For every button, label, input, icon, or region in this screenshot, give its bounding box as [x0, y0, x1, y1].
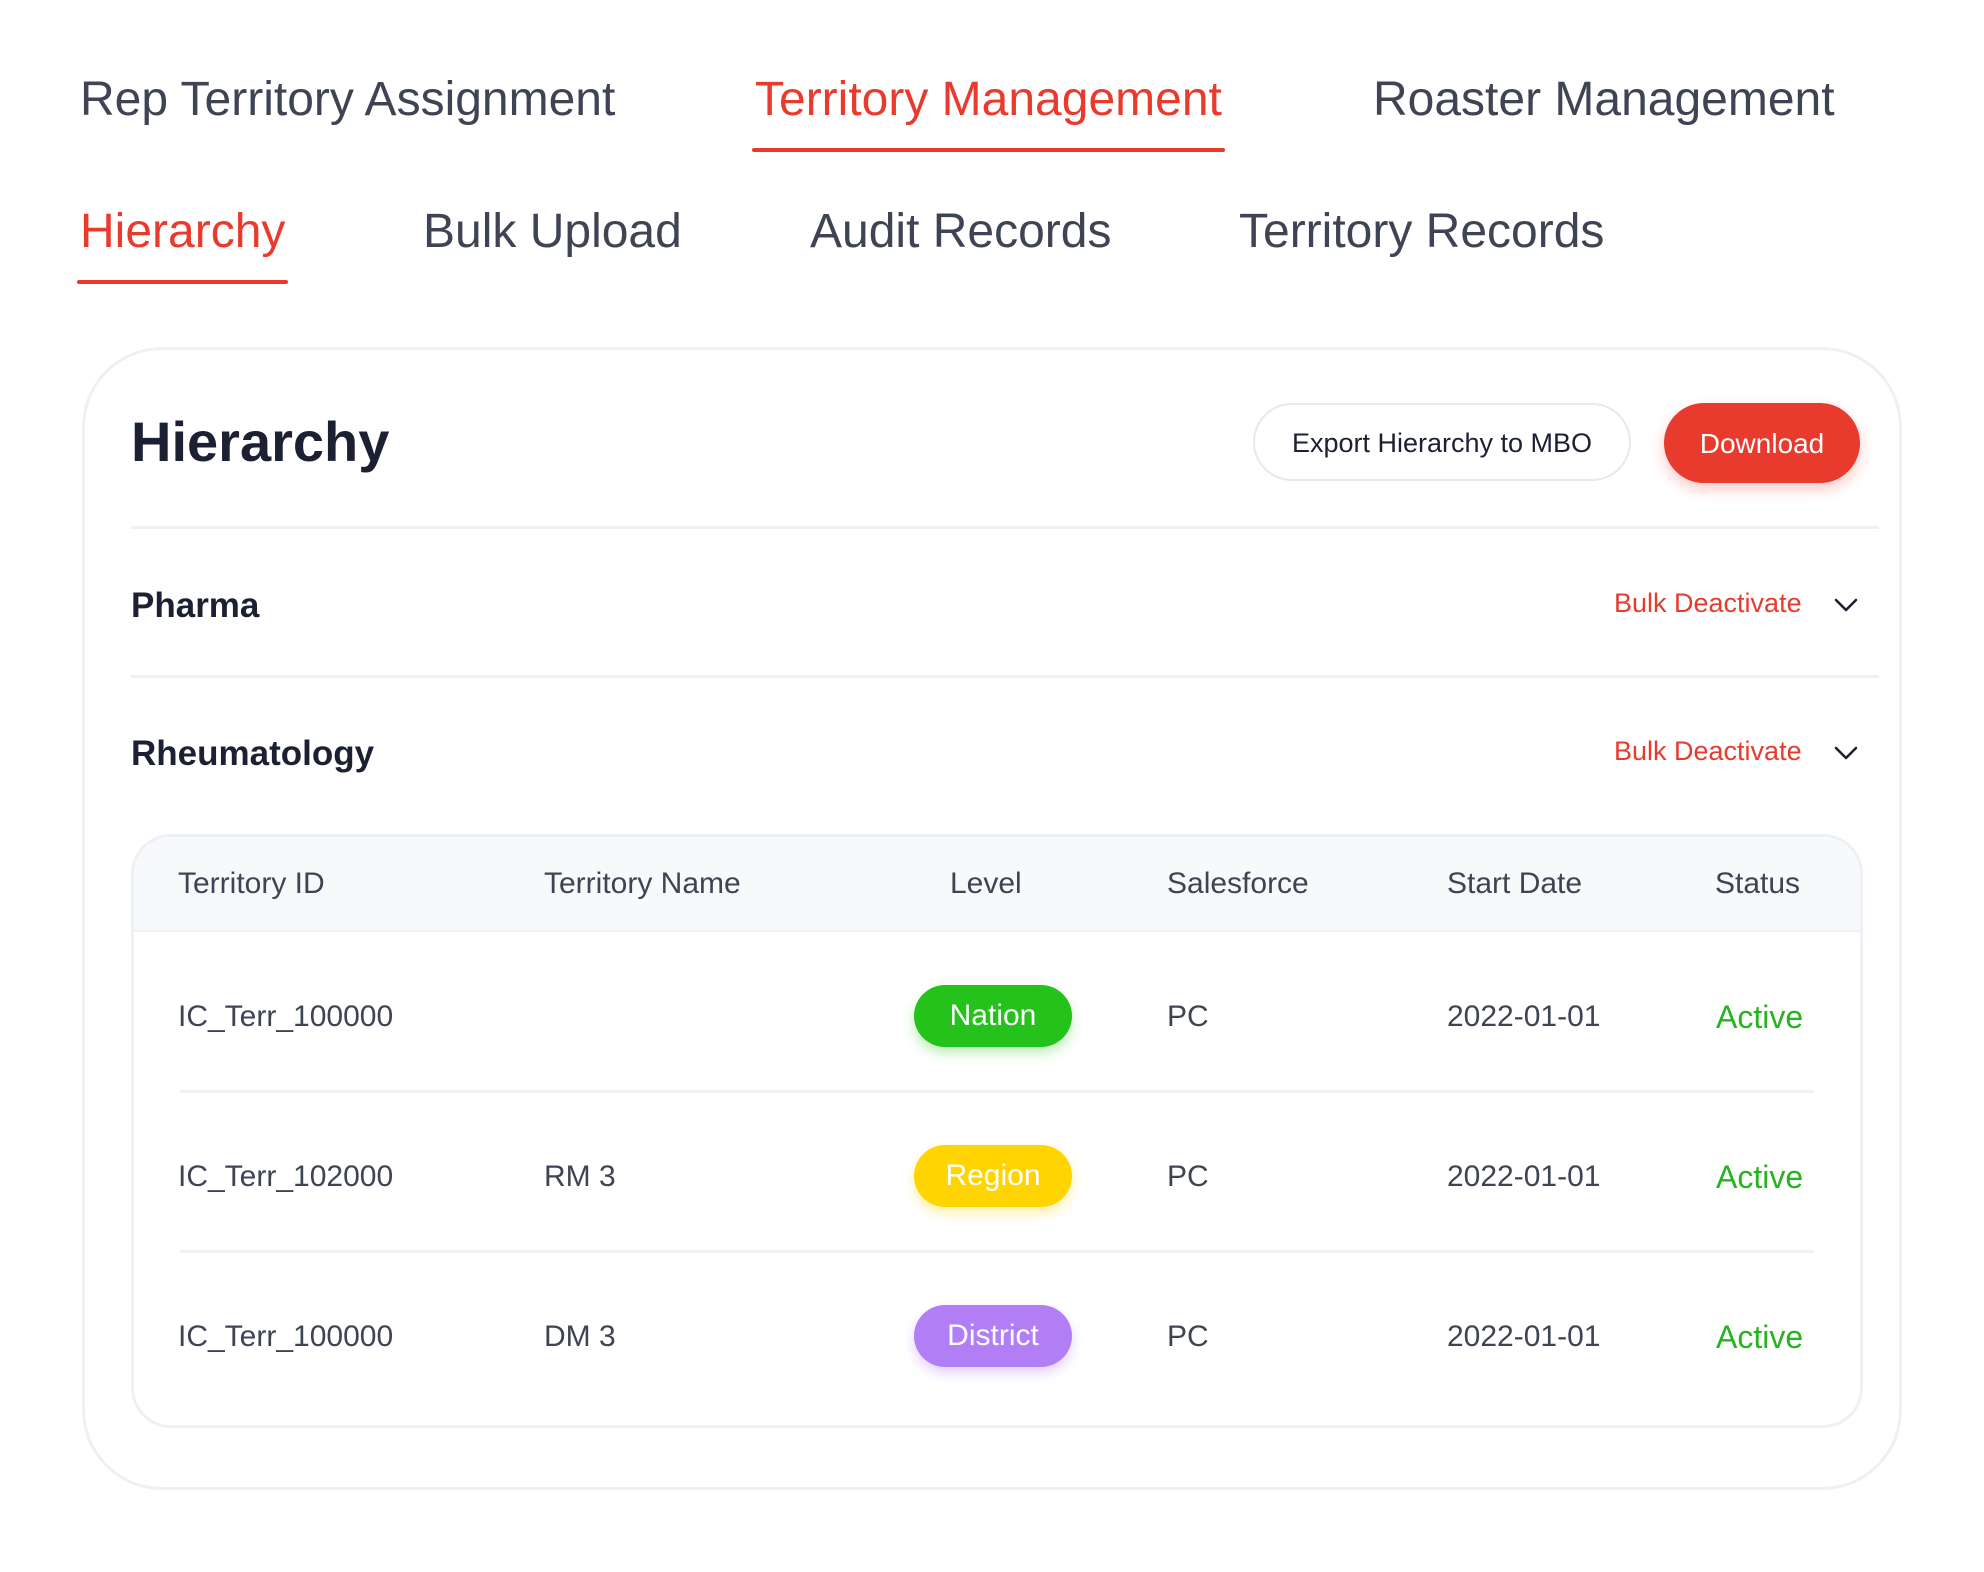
column-header-level[interactable]: Level: [950, 867, 1022, 900]
tab-hierarchy[interactable]: Hierarchy: [76, 205, 289, 284]
column-header-status[interactable]: Status: [1715, 867, 1801, 900]
column-header-territory-id[interactable]: Territory ID: [178, 867, 325, 900]
table-row[interactable]: IC_Terr_102000 RM 3 Region PC 2022-01-01…: [134, 1090, 1860, 1250]
export-hierarchy-button[interactable]: Export Hierarchy to MBO: [1253, 403, 1631, 481]
tab-roaster-management[interactable]: Roaster Management: [1373, 73, 1835, 126]
column-header-salesforce[interactable]: Salesforce: [1167, 867, 1309, 900]
table-row[interactable]: IC_Terr_100000 DM 3 District PC 2022-01-…: [134, 1250, 1860, 1410]
cell-territory-id: IC_Terr_100000: [178, 1320, 394, 1353]
group-title-rheumatology[interactable]: Rheumatology: [131, 734, 375, 773]
divider: [131, 526, 1879, 529]
tab-rep-territory-assignment[interactable]: Rep Territory Assignment: [80, 73, 616, 126]
status-badge: Active: [1716, 1159, 1804, 1195]
level-badge-nation: Nation: [914, 985, 1072, 1047]
cell-start-date: 2022-01-01: [1447, 1160, 1601, 1193]
level-badge-region: Region: [914, 1145, 1072, 1207]
group-title-pharma[interactable]: Pharma: [131, 586, 260, 625]
tab-territory-records[interactable]: Territory Records: [1239, 205, 1605, 258]
download-button[interactable]: Download: [1664, 403, 1860, 483]
column-header-start-date[interactable]: Start Date: [1447, 867, 1583, 900]
cell-territory-name: DM 3: [544, 1320, 616, 1353]
cell-start-date: 2022-01-01: [1447, 1000, 1601, 1033]
cell-territory-name: RM 3: [544, 1160, 616, 1193]
divider: [131, 675, 1879, 678]
status-badge: Active: [1716, 1319, 1804, 1355]
tab-audit-records[interactable]: Audit Records: [810, 205, 1112, 258]
status-badge: Active: [1716, 999, 1804, 1035]
territory-table: Territory ID Territory Name Level Salesf…: [131, 834, 1863, 1428]
cell-salesforce: PC: [1167, 1160, 1209, 1193]
tab-territory-management[interactable]: Territory Management: [752, 73, 1225, 152]
row-divider: [180, 1090, 1814, 1093]
cell-territory-id: IC_Terr_102000: [178, 1160, 394, 1193]
level-badge-district: District: [914, 1305, 1072, 1367]
tab-bulk-upload[interactable]: Bulk Upload: [423, 205, 682, 258]
hierarchy-card: Hierarchy Export Hierarchy to MBO Downlo…: [82, 347, 1902, 1490]
row-divider: [180, 1250, 1814, 1253]
cell-start-date: 2022-01-01: [1447, 1320, 1601, 1353]
bulk-deactivate-link-rheumatology[interactable]: Bulk Deactivate: [1614, 736, 1802, 766]
card-title: Hierarchy: [131, 410, 390, 473]
cell-salesforce: PC: [1167, 1320, 1209, 1353]
chevron-down-icon[interactable]: [1833, 744, 1859, 762]
cell-salesforce: PC: [1167, 1000, 1209, 1033]
table-row[interactable]: IC_Terr_100000 Nation PC 2022-01-01 Acti…: [134, 930, 1860, 1090]
chevron-down-icon[interactable]: [1833, 596, 1859, 614]
table-header: Territory ID Territory Name Level Salesf…: [134, 837, 1860, 932]
column-header-territory-name[interactable]: Territory Name: [544, 867, 741, 900]
cell-territory-id: IC_Terr_100000: [178, 1000, 394, 1033]
bulk-deactivate-link-pharma[interactable]: Bulk Deactivate: [1614, 588, 1802, 618]
